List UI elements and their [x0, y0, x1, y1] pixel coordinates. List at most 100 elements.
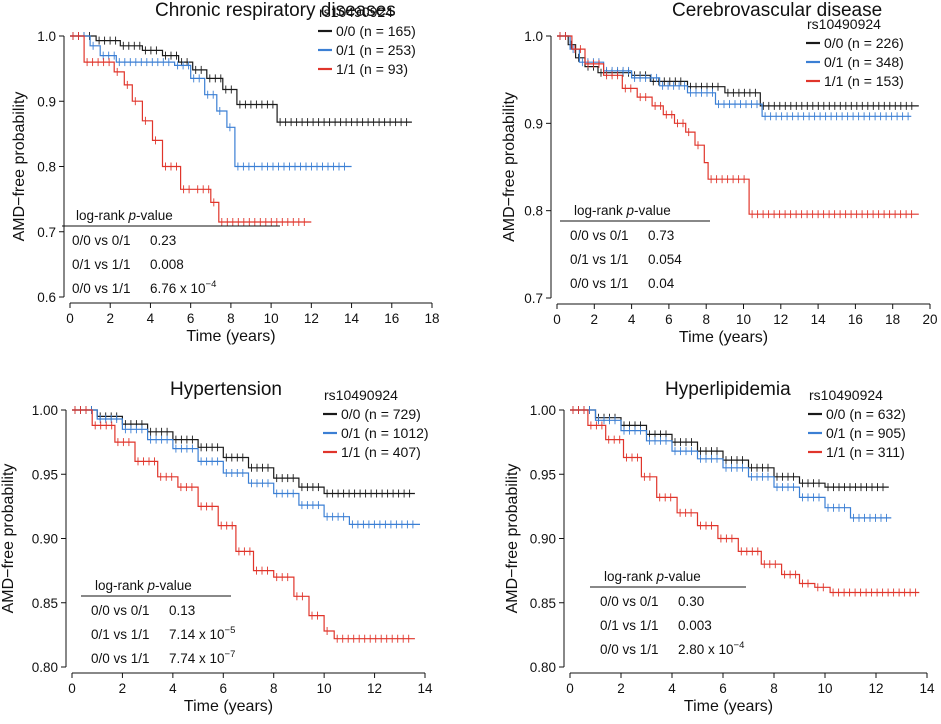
x-tick-label: 8 [227, 311, 235, 326]
x-axis-label: Time (years) [684, 698, 773, 715]
censor-marks-0-1 [74, 406, 414, 529]
km-curve-1-1 [70, 35, 312, 223]
censor-marks-1-1 [72, 32, 305, 226]
y-tick-label: 1.0 [524, 29, 543, 44]
logrank-comparison: 0/0 vs 0/1 [570, 228, 629, 243]
panel-1: Chronic respiratory diseases 0 2 4 6 8 10 12 14 1… [11, 0, 440, 345]
x-tick-label: 8 [702, 312, 710, 327]
logrank-value: 7.74 x 10−7 [169, 649, 235, 666]
legend-entry: 0/0 (n = 226) [824, 35, 904, 51]
logrank-value-base: 0.23 [150, 233, 176, 248]
x-axis-label: Time (years) [184, 698, 273, 715]
x-tick-label: 10 [317, 681, 332, 696]
km-curve-1-1 [557, 35, 919, 215]
logrank-value: 2.80 x 10−4 [678, 640, 744, 657]
x-tick-label: 6 [665, 312, 673, 327]
km-curve-0-1 [570, 409, 892, 519]
y-tick-label: 0.9 [37, 94, 56, 109]
km-curve-0-1 [70, 35, 352, 168]
logrank-value-base: 0.008 [150, 257, 184, 272]
legend-title: rs10490924 [807, 16, 881, 32]
x-tick-label: 2 [617, 681, 625, 696]
x-tick-label: 8 [770, 681, 778, 696]
y-axis-label: AMD−free probability [501, 92, 518, 242]
logrank-header: log-rank p-value [604, 569, 701, 584]
logrank-table: log-rank p-value 0/0 vs 0/1 0.23 0/1 vs 1/1… [62, 208, 280, 296]
censor-marks-0-0 [559, 32, 913, 110]
legend-entry: 1/1 (n = 311) [826, 444, 905, 460]
legend-entry: 0/1 (n = 905) [826, 425, 906, 441]
chart-title: Hypertension [170, 379, 282, 400]
chart-title: Chronic respiratory diseases [155, 0, 396, 21]
y-tick-label: 0.85 [32, 596, 58, 611]
legend-entry: 0/0 (n = 729) [341, 406, 421, 422]
logrank-value: 7.14 x 10−5 [169, 625, 235, 642]
x-tick-label: 2 [119, 681, 127, 696]
x-axis-label: Time (years) [186, 328, 275, 345]
logrank-comparison: 0/1 vs 1/1 [91, 627, 150, 642]
x-tick-label: 10 [264, 311, 279, 326]
legend-entry: 0/1 (n = 253) [336, 42, 416, 58]
y-tick-label: 0.90 [530, 532, 556, 547]
x-tick-label: 8 [270, 681, 278, 696]
logrank-comparison: 0/0 vs 0/1 [72, 233, 131, 248]
censor-marks-0-1 [72, 32, 345, 171]
logrank-table: log-rank p-value 0/0 vs 0/1 0.30 0/1 vs 1/1… [590, 569, 746, 657]
y-tick-label: 0.7 [524, 291, 543, 306]
logrank-comparison: 0/1 vs 1/1 [72, 257, 131, 272]
x-tick-label: 6 [187, 311, 195, 326]
x-tick-label: 0 [68, 681, 76, 696]
x-tick-label: 0 [553, 312, 561, 327]
y-tick-label: 0.80 [530, 660, 556, 675]
panel-2: Cerebrovascular disease 0 2 4 6 8 10 12 14 16 18 20… [501, 0, 938, 346]
logrank-value: 0.23 [150, 233, 176, 248]
logrank-value: 0.73 [648, 228, 674, 243]
x-tick-label: 16 [848, 312, 863, 327]
logrank-exponent: −4 [734, 640, 745, 651]
x-tick-label: 12 [367, 681, 382, 696]
x-tick-label: 0 [66, 311, 74, 326]
x-tick-label: 6 [719, 681, 727, 696]
y-axis-label: AMD−free probability [11, 92, 28, 242]
logrank-comparison: 0/0 vs 0/1 [600, 594, 659, 609]
panel-3: Hypertension 0 2 4 6 8 10 12 14 0.80 0.85 0.90 0.95 1… [0, 379, 433, 715]
logrank-comparison: 0/0 vs 1/1 [72, 281, 131, 296]
censor-marks-0-0 [72, 32, 408, 127]
panel-4: Hyperlipidemia 0 2 4 6 8 10 12 14 0.80 0.85 0.90 0.9… [504, 379, 935, 715]
x-tick-label: 18 [885, 312, 900, 327]
y-tick-label: 0.95 [32, 467, 58, 482]
x-tick-label: 14 [417, 681, 433, 696]
y-tick-label: 1.00 [530, 403, 556, 418]
legend-entry: 1/1 (n = 407) [341, 444, 421, 460]
logrank-value-base: 0.13 [169, 603, 195, 618]
logrank-comparison: 0/0 vs 0/1 [91, 603, 150, 618]
x-tick-label: 2 [106, 311, 114, 326]
x-tick-label: 4 [628, 312, 636, 327]
legend-entry: 1/1 (n = 93) [336, 61, 408, 77]
y-tick-label: 0.9 [524, 116, 543, 131]
y-tick-label: 0.7 [37, 225, 56, 240]
logrank-comparison: 0/1 vs 1/1 [570, 252, 629, 267]
logrank-comparison: 0/0 vs 1/1 [600, 642, 659, 657]
x-tick-label: 16 [384, 311, 399, 326]
km-curve-0-1 [72, 409, 420, 525]
chart-title: Cerebrovascular disease [672, 0, 882, 21]
legend-entry: 0/1 (n = 348) [824, 54, 904, 70]
censor-marks-0-0 [572, 406, 884, 492]
chart-title: Hyperlipidemia [665, 379, 791, 400]
logrank-value-base: 0.30 [678, 594, 704, 609]
logrank-table: log-rank p-value 0/0 vs 0/1 0.13 0/1 vs 1/1… [81, 578, 235, 666]
x-tick-label: 12 [773, 312, 788, 327]
y-tick-label: 0.8 [37, 160, 56, 175]
censor-marks-1-1 [559, 32, 913, 219]
legend-entry: 1/1 (n = 153) [824, 73, 904, 89]
x-tick-label: 14 [344, 311, 360, 326]
logrank-table: log-rank p-value 0/0 vs 0/1 0.73 0/1 vs 1/1… [560, 203, 710, 291]
logrank-value: 6.76 x 10−4 [150, 279, 216, 296]
legend-title: rs10490924 [324, 387, 398, 403]
logrank-value-base: 2.80 x 10 [678, 642, 734, 657]
y-tick-label: 1.0 [37, 29, 56, 44]
legend-entry: 0/0 (n = 165) [336, 23, 416, 39]
censor-marks-0-1 [572, 406, 887, 522]
